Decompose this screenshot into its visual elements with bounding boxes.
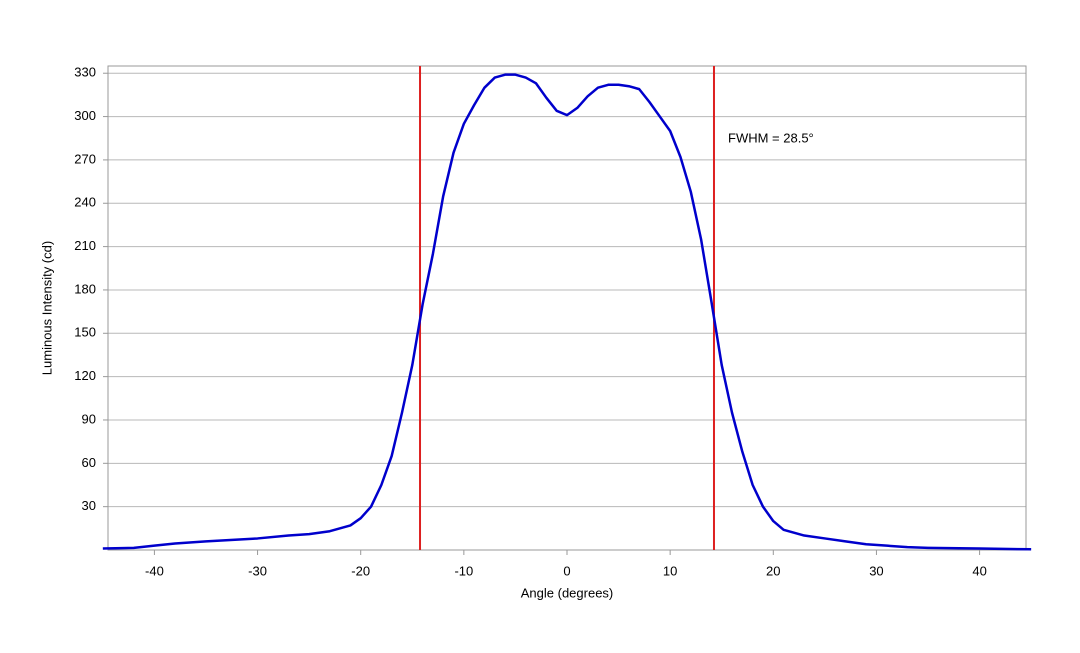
x-tick-label: 40: [972, 563, 986, 578]
x-tick-label: -20: [351, 563, 370, 578]
y-tick-label: 240: [74, 195, 96, 210]
x-tick-label: -30: [248, 563, 267, 578]
y-axis-label: Luminous Intensity (cd): [39, 241, 54, 375]
x-tick-label: 30: [869, 563, 883, 578]
x-tick-label: 10: [663, 563, 677, 578]
y-tick-label: 150: [74, 325, 96, 340]
x-tick-label: 20: [766, 563, 780, 578]
y-tick-label: 90: [82, 411, 96, 426]
y-tick-label: 30: [82, 498, 96, 513]
y-tick-label: 210: [74, 238, 96, 253]
data-line: [102, 73, 1032, 551]
y-tick-label: 120: [74, 368, 96, 383]
y-tick-label: 330: [74, 65, 96, 80]
x-axis-label: Angle (degrees): [521, 585, 614, 600]
y-tick-label: 60: [82, 455, 96, 470]
x-tick-label: -10: [454, 563, 473, 578]
plot-frame: [107, 65, 1027, 551]
annotation: FWHM = 28.5°: [728, 130, 814, 145]
x-tick-label: 0: [563, 563, 570, 578]
y-tick-label: 270: [74, 151, 96, 166]
y-tick-label: 300: [74, 108, 96, 123]
x-tick-label: -40: [145, 563, 164, 578]
y-tick-label: 180: [74, 281, 96, 296]
